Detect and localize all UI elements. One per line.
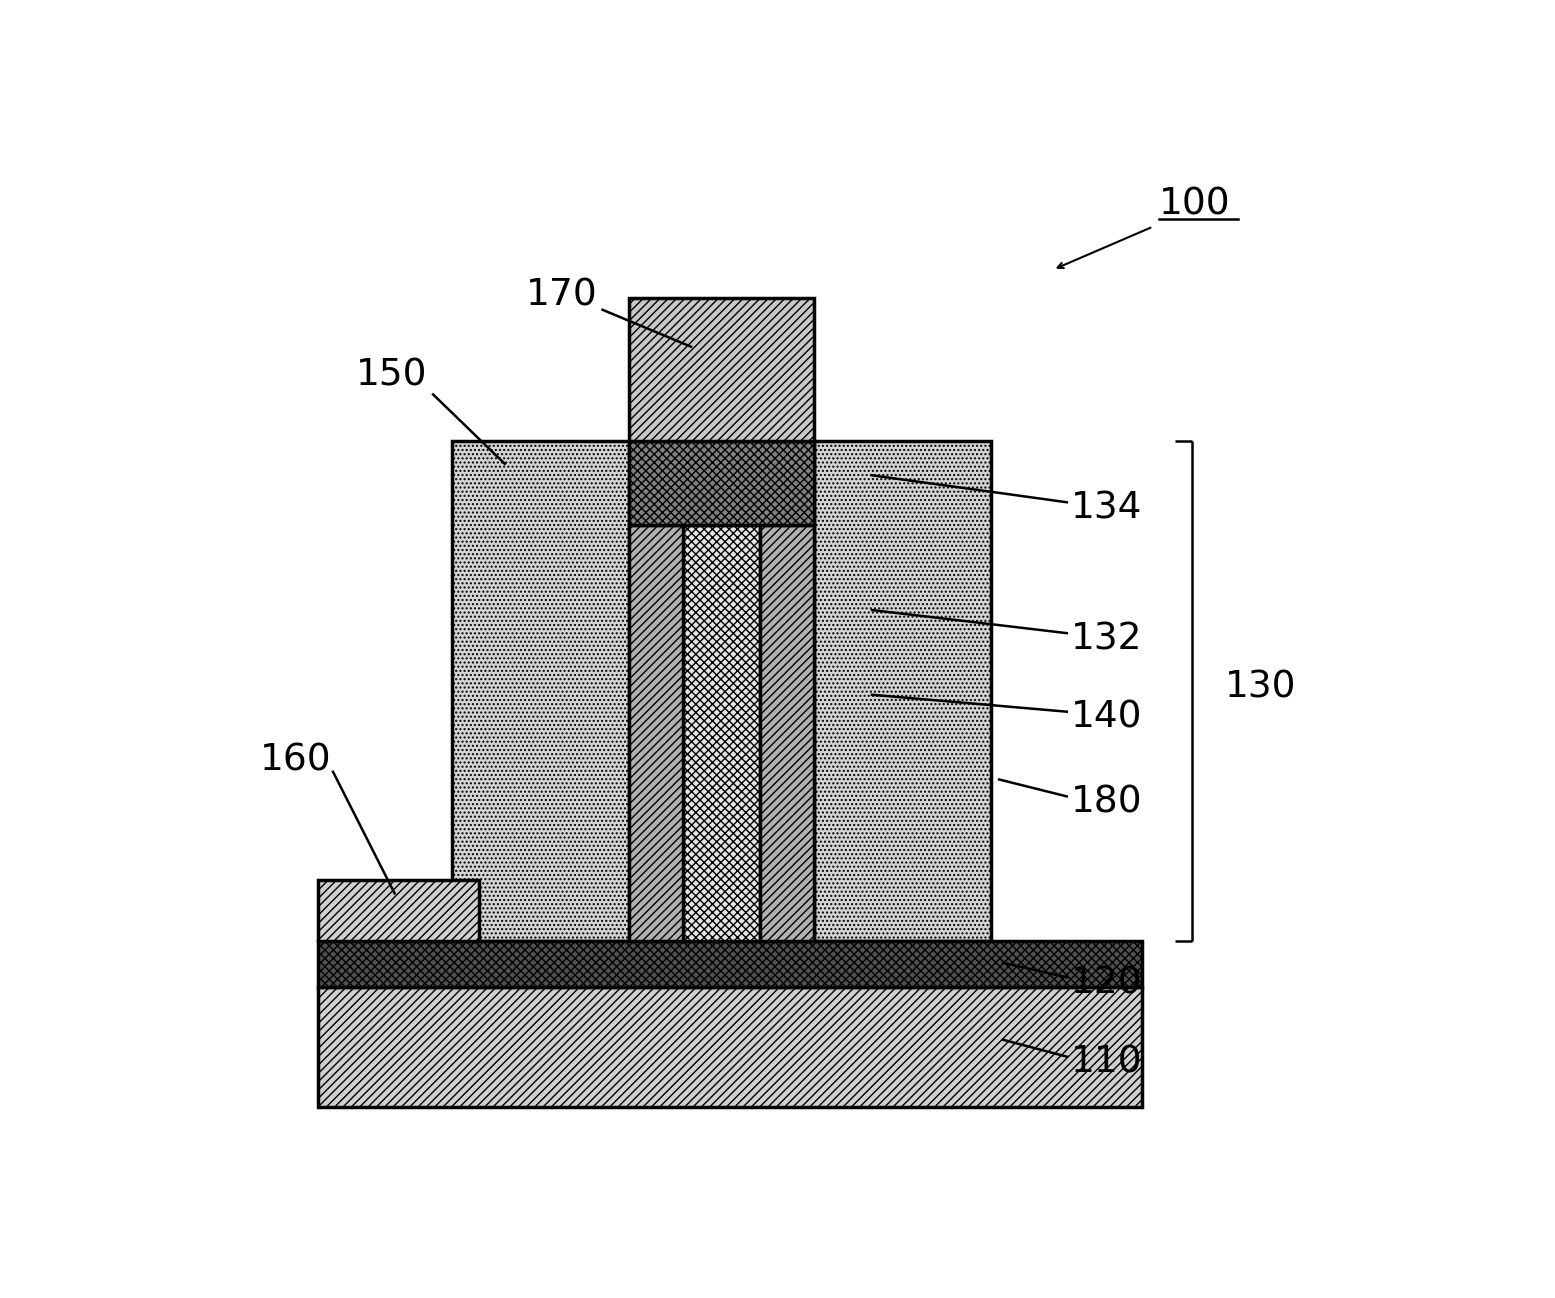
Text: 120: 120	[1071, 966, 1143, 1002]
Text: 100: 100	[1158, 187, 1232, 222]
Bar	[630, 526, 683, 941]
Bar	[630, 299, 815, 440]
Text: 160: 160	[260, 742, 331, 779]
Bar	[453, 440, 630, 941]
Text: 134: 134	[1071, 491, 1141, 527]
Text: 140: 140	[1071, 700, 1143, 736]
Bar	[317, 880, 479, 941]
Bar	[815, 440, 992, 941]
Bar	[630, 440, 815, 526]
Text: 180: 180	[1071, 784, 1143, 820]
Bar	[683, 526, 760, 941]
Text: 110: 110	[1071, 1045, 1143, 1081]
Bar	[317, 941, 1141, 988]
Text: 150: 150	[356, 357, 428, 393]
Bar	[317, 988, 1141, 1107]
Bar	[760, 526, 815, 941]
Text: 170: 170	[526, 278, 597, 314]
Text: 132: 132	[1071, 622, 1143, 657]
Text: 130: 130	[1225, 668, 1297, 705]
